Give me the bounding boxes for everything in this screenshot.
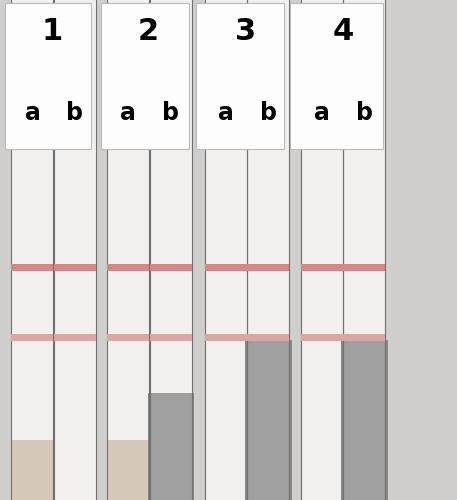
Bar [341, 340, 388, 500]
Bar [101, 2, 189, 149]
Text: 1: 1 [42, 16, 63, 46]
Bar [150, 264, 192, 271]
Bar [343, 0, 385, 500]
Bar [107, 0, 149, 500]
Bar [54, 0, 96, 500]
Bar [150, 392, 192, 500]
Bar [54, 334, 96, 341]
Bar [196, 2, 284, 149]
Bar [107, 264, 149, 271]
Bar [107, 334, 149, 341]
Text: a: a [25, 100, 40, 124]
Bar [5, 2, 91, 149]
Text: b: b [356, 100, 373, 124]
Text: b: b [66, 100, 84, 124]
Bar [148, 392, 194, 500]
Bar [247, 334, 289, 341]
Text: a: a [314, 100, 329, 124]
Bar [301, 264, 343, 271]
Text: a: a [121, 100, 136, 124]
Text: 2: 2 [138, 16, 159, 46]
Bar [205, 334, 247, 341]
Bar [54, 264, 96, 271]
Bar [343, 264, 385, 271]
Bar [101, 2, 189, 149]
Bar [11, 264, 53, 271]
Bar [343, 340, 385, 500]
Bar [247, 340, 289, 500]
Bar [11, 334, 53, 341]
Bar [5, 2, 91, 149]
Text: 3: 3 [235, 16, 256, 46]
Text: 4: 4 [332, 16, 353, 46]
Bar [343, 334, 385, 341]
Bar [205, 0, 247, 500]
Text: b: b [162, 100, 180, 124]
Bar [150, 0, 192, 500]
Bar [290, 2, 383, 149]
Bar [11, 0, 53, 500]
Bar [247, 264, 289, 271]
Bar [245, 340, 292, 500]
Bar [196, 2, 284, 149]
Bar [301, 334, 343, 341]
Bar [150, 334, 192, 341]
Bar [11, 440, 53, 500]
Text: b: b [260, 100, 277, 124]
Bar [301, 0, 343, 500]
Bar [290, 2, 383, 149]
Bar [107, 440, 149, 500]
Text: a: a [218, 100, 234, 124]
Bar [247, 0, 289, 500]
Bar [205, 264, 247, 271]
